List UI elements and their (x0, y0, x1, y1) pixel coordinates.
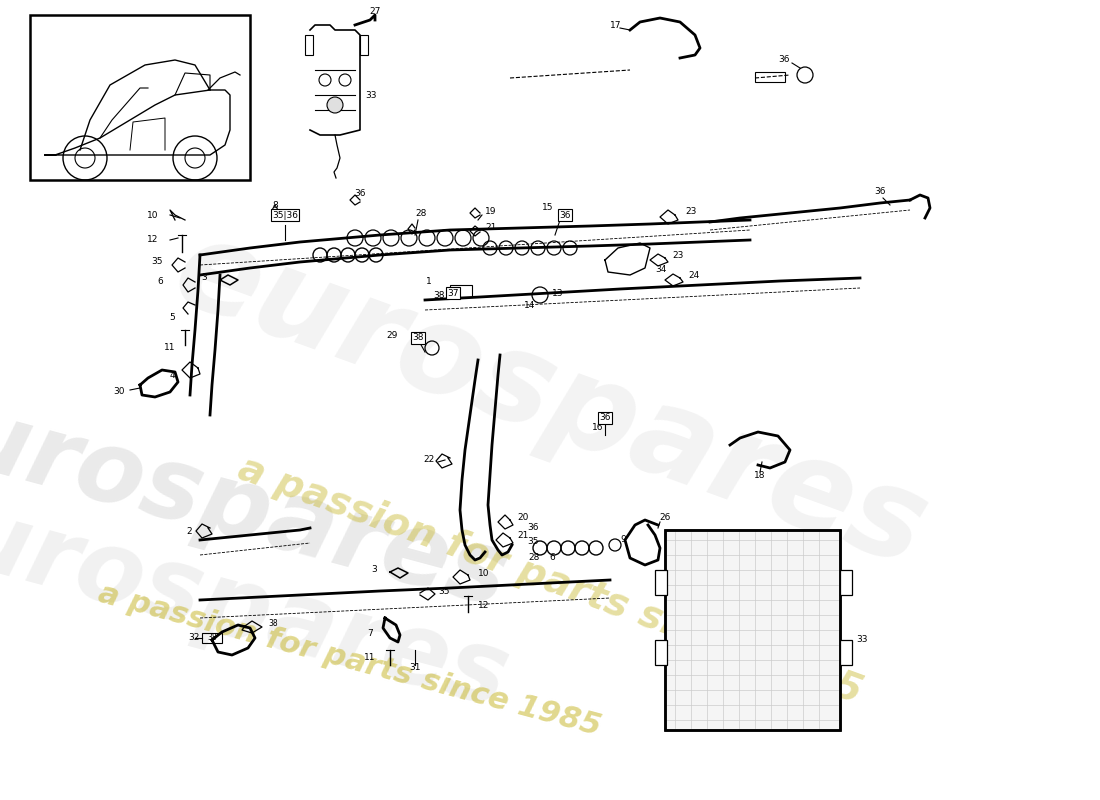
Text: 36: 36 (779, 55, 790, 65)
Bar (755, 72, 785, 82)
Text: 3: 3 (201, 274, 207, 282)
Text: 16: 16 (592, 423, 604, 433)
Text: 24: 24 (688, 271, 700, 281)
Text: 7: 7 (367, 629, 373, 638)
Text: 15: 15 (542, 203, 553, 213)
Text: eurospares: eurospares (158, 208, 942, 592)
Text: 20: 20 (517, 514, 528, 522)
Text: 4: 4 (169, 370, 175, 379)
Bar (202, 633, 222, 643)
Text: 10: 10 (146, 210, 158, 219)
Text: 38: 38 (268, 619, 277, 629)
Text: a passion for parts since 1985: a passion for parts since 1985 (96, 578, 605, 742)
Text: 36: 36 (874, 187, 886, 197)
Text: 23: 23 (685, 207, 696, 217)
Text: 21: 21 (485, 223, 496, 233)
Text: 17: 17 (610, 21, 621, 30)
Bar (30, 15, 250, 180)
Text: 26: 26 (659, 514, 671, 522)
Text: 23: 23 (672, 251, 683, 261)
Text: 2: 2 (186, 527, 192, 537)
Text: 6: 6 (157, 278, 163, 286)
Text: 1: 1 (427, 278, 432, 286)
Text: 30: 30 (113, 387, 125, 397)
Bar (360, 35, 368, 55)
Text: 12: 12 (478, 601, 490, 610)
Text: 8: 8 (272, 201, 278, 210)
Text: 36: 36 (354, 189, 365, 198)
Text: 9: 9 (620, 535, 626, 545)
Text: 36: 36 (559, 210, 571, 219)
Bar (840, 570, 852, 595)
Text: 33: 33 (856, 635, 868, 645)
Text: 28: 28 (529, 554, 540, 562)
Text: 35|36: 35|36 (272, 210, 298, 219)
Text: 6: 6 (549, 554, 554, 562)
Text: a passion for parts since 1985: a passion for parts since 1985 (233, 449, 867, 711)
Bar (654, 640, 667, 665)
Bar (305, 35, 314, 55)
Text: 13: 13 (552, 289, 563, 298)
Text: 21: 21 (517, 531, 528, 541)
Bar (654, 570, 667, 595)
Text: 28: 28 (415, 209, 427, 218)
Bar (666, 530, 840, 730)
Bar (840, 640, 852, 665)
Bar (666, 530, 840, 730)
Text: 5: 5 (169, 314, 175, 322)
Bar (450, 285, 472, 297)
Circle shape (327, 97, 343, 113)
Text: 10: 10 (478, 569, 490, 578)
Text: 35: 35 (527, 538, 539, 546)
Text: eurospares: eurospares (0, 371, 518, 629)
Text: eurospares: eurospares (0, 471, 518, 729)
Text: 12: 12 (146, 235, 158, 245)
Text: 36: 36 (527, 523, 539, 533)
Text: 11: 11 (363, 654, 375, 662)
Text: 14: 14 (525, 301, 536, 310)
Text: 11: 11 (164, 343, 175, 353)
Text: 33: 33 (365, 90, 376, 99)
Text: 19: 19 (485, 207, 496, 217)
Text: 29: 29 (386, 330, 398, 339)
Text: 27: 27 (370, 7, 381, 17)
Text: 18: 18 (755, 470, 766, 479)
Text: 3: 3 (372, 566, 377, 574)
Text: 35: 35 (152, 258, 163, 266)
Text: 38: 38 (207, 634, 217, 642)
Text: 34: 34 (654, 266, 667, 274)
Text: 38: 38 (433, 291, 446, 301)
Text: 36: 36 (600, 414, 610, 422)
Text: 37: 37 (448, 289, 459, 298)
Text: 22: 22 (424, 455, 434, 465)
Text: 38: 38 (412, 334, 424, 342)
Text: 32: 32 (188, 634, 200, 642)
Text: 35: 35 (438, 587, 450, 597)
Text: 31: 31 (409, 663, 420, 673)
